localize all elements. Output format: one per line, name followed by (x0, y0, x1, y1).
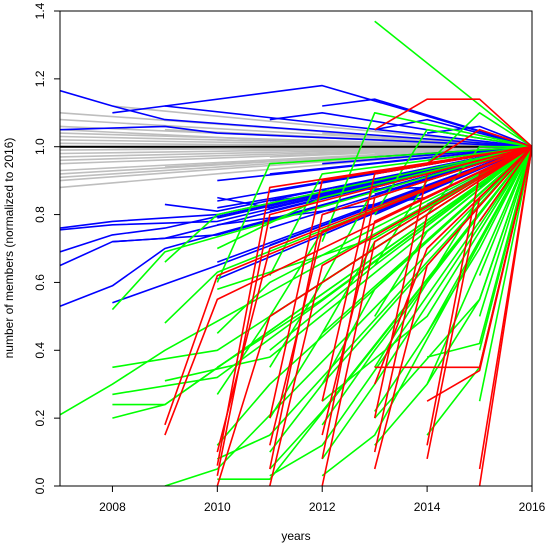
series-line-red-134 (216, 145, 532, 453)
series-line-red-156 (478, 146, 532, 222)
series-line-green-125 (478, 146, 532, 232)
series-line-green-100 (321, 146, 532, 477)
series-line-blue-48 (269, 145, 532, 175)
series-line-green-112 (374, 146, 532, 317)
series-line-green-127 (478, 146, 532, 276)
plot-frame (59, 10, 533, 487)
y-tick-label: 1.2 (33, 70, 47, 87)
series-line-green-124 (478, 146, 532, 317)
x-tick-label: 2012 (309, 500, 336, 514)
series-line-green-74 (111, 145, 532, 311)
series-line-gray-25 (60, 128, 532, 148)
y-axis: 0.0 0.2 0.4 0.6 0.8 1.0 1.2 1.4 (33, 2, 60, 494)
series-line-red-129 (164, 145, 532, 436)
x-axis: 2008 2010 2012 2014 2016 (99, 486, 546, 514)
series-line-red-145 (373, 146, 532, 453)
y-tick-label: 0.6 (33, 274, 47, 291)
series-line-red-151 (426, 145, 532, 446)
series-line-blue-28 (60, 125, 532, 148)
series-line-red-141 (321, 145, 532, 436)
series-line-blue-31 (60, 145, 532, 253)
series-line-green-90 (216, 146, 532, 460)
series-line-red-155 (478, 146, 532, 470)
series-line-blue-60 (322, 98, 532, 148)
series-line-green-120 (426, 145, 532, 216)
series-line-red-135 (269, 146, 532, 486)
series-line-red-153 (426, 128, 532, 165)
series-line-gray-16 (112, 105, 532, 148)
series-layer (60, 20, 532, 486)
series-line-green-76 (112, 146, 532, 406)
y-tick-label: 0.0 (33, 477, 47, 494)
series-line-red-140 (321, 145, 532, 460)
series-line-green-88 (216, 146, 532, 368)
x-tick-label: 2016 (519, 500, 546, 514)
series-line-red-142 (321, 145, 532, 402)
series-line-green-81 (164, 146, 532, 486)
y-tick-label: 0.2 (33, 409, 47, 426)
series-line-red-146 (373, 145, 532, 419)
series-line-blue-27 (60, 89, 532, 148)
y-tick-label: 0.8 (33, 206, 47, 223)
series-line-red-139 (321, 146, 532, 486)
series-line-blue-38 (164, 145, 532, 212)
y-axis-label: number of members (normalized to 2016) (2, 138, 16, 359)
series-line-green-118 (426, 146, 532, 334)
y-tick-label: 0.4 (33, 342, 47, 359)
series-line-red-150 (426, 146, 532, 460)
series-line-green-105 (321, 112, 532, 243)
series-line-blue-66 (374, 118, 532, 148)
series-line-red-152 (426, 146, 532, 402)
series-line-green-80 (164, 145, 532, 263)
y-tick-label: 1.0 (33, 138, 47, 155)
series-line-green-99 (269, 146, 532, 470)
series-line-red-144 (373, 146, 532, 470)
series-line-gray-23 (60, 145, 532, 151)
x-tick-label: 2008 (99, 500, 126, 514)
series-line-red-148 (374, 98, 532, 148)
series-line-green-121 (426, 112, 532, 165)
series-line-green-73 (60, 146, 532, 416)
series-line-green-89 (216, 145, 532, 250)
y-tick-label: 1.4 (33, 2, 47, 19)
series-line-green-123 (478, 146, 532, 402)
series-line-green-108 (374, 20, 532, 148)
series-line-green-102 (321, 146, 532, 385)
x-tick-label: 2010 (204, 500, 231, 514)
series-line-red-143 (321, 145, 532, 233)
x-axis-label: years (281, 529, 310, 543)
series-line-green-114 (374, 128, 532, 216)
series-line-green-83 (217, 146, 532, 481)
x-tick-label: 2014 (414, 500, 441, 514)
series-line-blue-70 (426, 125, 532, 148)
series-line-green-97 (269, 146, 532, 477)
